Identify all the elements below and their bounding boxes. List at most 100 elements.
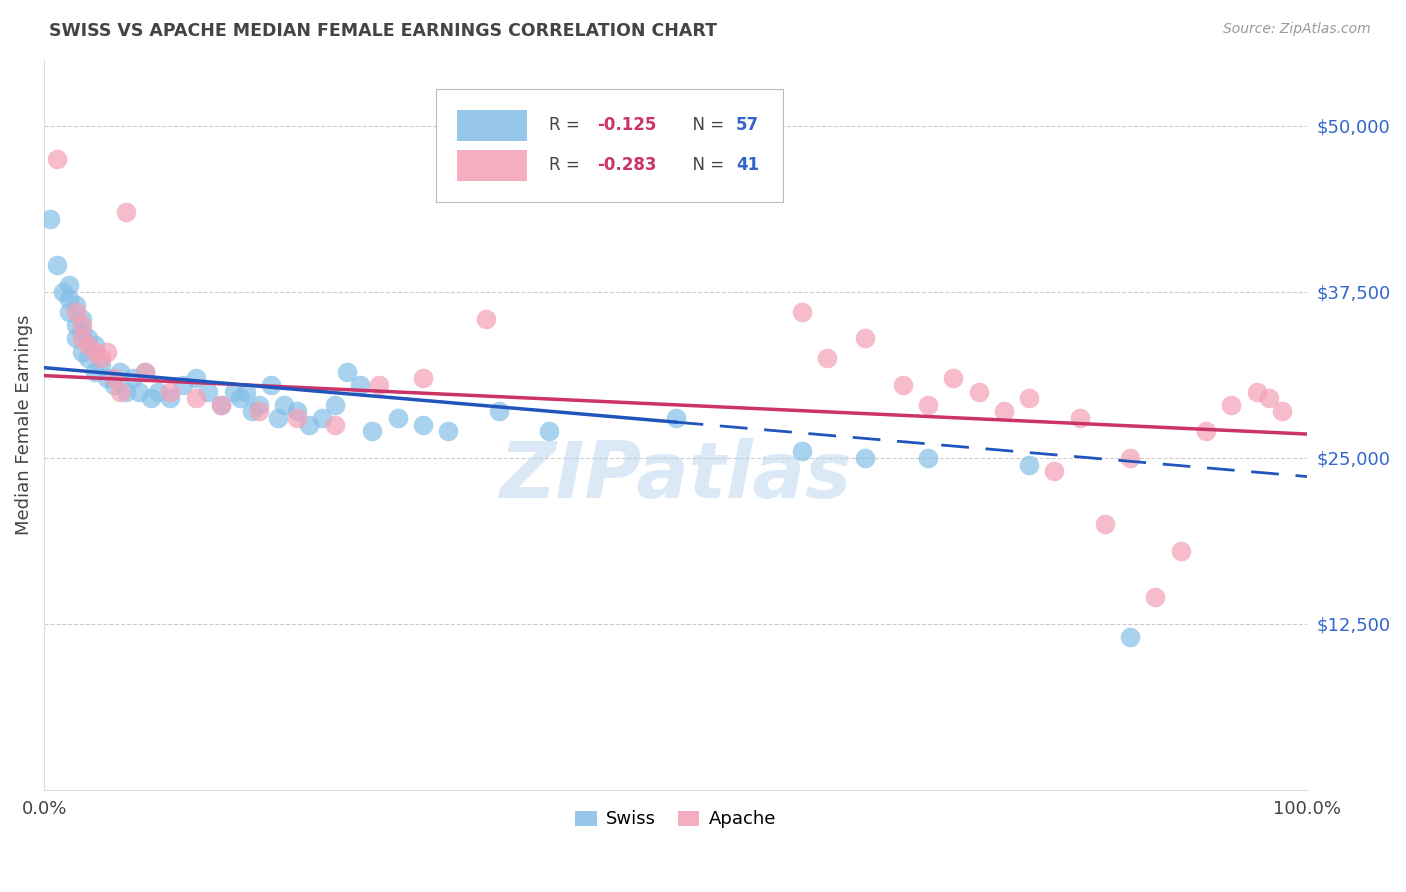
Point	[77, 351, 100, 366]
Point	[209, 398, 232, 412]
Point	[70, 325, 93, 339]
Text: 57: 57	[737, 116, 759, 135]
Point	[917, 450, 939, 465]
Text: R =: R =	[550, 156, 585, 175]
Point	[891, 378, 914, 392]
Point	[197, 384, 219, 399]
Point	[367, 378, 389, 392]
Point	[90, 358, 112, 372]
Point	[1069, 411, 1091, 425]
Point	[90, 351, 112, 366]
Point	[917, 398, 939, 412]
Text: R =: R =	[550, 116, 585, 135]
Point	[65, 298, 87, 312]
Point	[235, 384, 257, 399]
Point	[247, 404, 270, 418]
Point	[285, 404, 308, 418]
Point	[65, 331, 87, 345]
Point	[58, 278, 80, 293]
Point	[285, 411, 308, 425]
Point	[298, 417, 321, 432]
Text: -0.125: -0.125	[598, 116, 657, 135]
Point	[387, 411, 409, 425]
Point	[412, 417, 434, 432]
Point	[1094, 517, 1116, 532]
Point	[336, 365, 359, 379]
Legend: Swiss, Apache: Swiss, Apache	[568, 803, 783, 836]
Point	[349, 378, 371, 392]
FancyBboxPatch shape	[457, 110, 526, 141]
Point	[790, 444, 813, 458]
Point	[70, 318, 93, 333]
Point	[83, 365, 105, 379]
Point	[209, 398, 232, 412]
Y-axis label: Median Female Earnings: Median Female Earnings	[15, 315, 32, 535]
Point	[993, 404, 1015, 418]
Point	[1018, 391, 1040, 405]
Point	[58, 292, 80, 306]
Point	[1018, 458, 1040, 472]
Point	[1271, 404, 1294, 418]
Point	[45, 259, 67, 273]
Text: Source: ZipAtlas.com: Source: ZipAtlas.com	[1223, 22, 1371, 37]
Point	[1258, 391, 1281, 405]
Point	[247, 398, 270, 412]
Point	[83, 338, 105, 352]
Point	[664, 411, 686, 425]
Point	[58, 305, 80, 319]
Point	[273, 398, 295, 412]
Point	[538, 425, 561, 439]
Point	[108, 384, 131, 399]
Point	[1220, 398, 1243, 412]
Text: -0.283: -0.283	[598, 156, 657, 175]
Point	[115, 384, 138, 399]
Point	[77, 331, 100, 345]
Point	[437, 425, 460, 439]
Point	[172, 378, 194, 392]
Point	[1043, 464, 1066, 478]
Text: ZIPatlas: ZIPatlas	[499, 438, 852, 514]
Point	[70, 311, 93, 326]
Point	[115, 205, 138, 219]
Point	[1144, 591, 1167, 605]
Point	[853, 450, 876, 465]
Point	[83, 344, 105, 359]
Point	[267, 411, 290, 425]
Point	[65, 305, 87, 319]
Point	[942, 371, 965, 385]
Point	[184, 371, 207, 385]
Point	[222, 384, 245, 399]
Text: N =: N =	[682, 156, 730, 175]
FancyBboxPatch shape	[436, 89, 783, 202]
Point	[146, 384, 169, 399]
Point	[242, 404, 264, 418]
Point	[96, 344, 118, 359]
Point	[967, 384, 990, 399]
Point	[65, 318, 87, 333]
Text: SWISS VS APACHE MEDIAN FEMALE EARNINGS CORRELATION CHART: SWISS VS APACHE MEDIAN FEMALE EARNINGS C…	[49, 22, 717, 40]
Point	[159, 384, 181, 399]
Point	[39, 211, 62, 226]
Point	[475, 311, 498, 326]
Point	[488, 404, 510, 418]
Point	[184, 391, 207, 405]
Point	[52, 285, 75, 299]
Point	[108, 365, 131, 379]
Point	[134, 365, 156, 379]
Point	[70, 344, 93, 359]
Point	[1246, 384, 1268, 399]
Point	[361, 425, 384, 439]
Point	[159, 391, 181, 405]
Point	[103, 371, 125, 385]
FancyBboxPatch shape	[457, 150, 526, 181]
Point	[128, 384, 150, 399]
Text: N =: N =	[682, 116, 730, 135]
Point	[323, 417, 346, 432]
Point	[815, 351, 838, 366]
Point	[96, 371, 118, 385]
Point	[121, 371, 143, 385]
Point	[1195, 425, 1218, 439]
Text: 41: 41	[737, 156, 759, 175]
Point	[1170, 544, 1192, 558]
Point	[141, 391, 163, 405]
